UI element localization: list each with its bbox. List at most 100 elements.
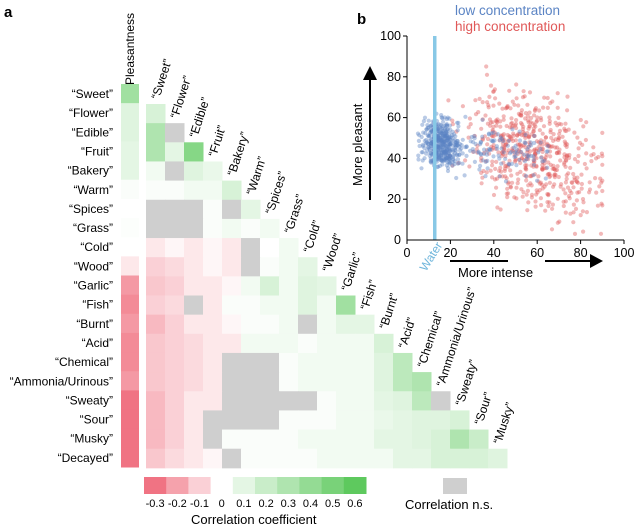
scatter-point [534,156,539,161]
scatter-point [584,151,589,156]
scatter-point [503,106,508,111]
scatter-point [428,133,433,138]
scatter-point [521,143,526,148]
scatter-point [562,126,567,131]
scatter-point [425,123,430,128]
scatter-point [517,113,523,118]
scatter-point [484,64,489,69]
scatter-point [565,94,570,99]
scatter-point [533,199,538,204]
scatter-point [435,134,440,139]
scatter-point [494,132,499,137]
scatter-point [454,175,459,181]
scatter-point [480,175,485,180]
matrix-cell [241,199,261,220]
scatter-point [551,163,556,168]
scatter-point [557,121,562,126]
scatter-point [529,132,534,137]
scatter-point [442,142,447,147]
scatter-point [518,169,523,174]
colorbar-tick: -0.2 [168,498,187,510]
scatter-point [553,145,558,150]
matrix-cell [165,199,185,220]
scatter-point [422,145,427,151]
matrix-cell [146,352,166,373]
matrix-cell [260,410,280,431]
column-label: “Warm” [244,155,270,197]
scatter-point [478,152,484,157]
matrix-cell [279,238,299,258]
scatter-point [436,121,441,127]
matrix-cell [184,276,204,296]
scatter-point [510,127,515,132]
scatter-point [491,154,496,159]
scatter-point [552,167,557,172]
scatter-point [469,135,474,140]
scatter-point [532,133,537,138]
scatter-point [442,156,447,161]
correlation-matrix [146,104,508,469]
scatter-point [523,135,528,140]
matrix-cell [317,429,337,450]
scatter-point [531,129,536,134]
matrix-cell [317,314,337,335]
scatter-point [532,152,537,157]
scatter-point [587,187,593,192]
matrix-cell [241,352,261,373]
scatter-point [435,145,441,150]
scatter-point [438,142,443,147]
scatter-point [540,165,545,171]
scatter-point [439,123,444,128]
scatter-point [600,188,605,194]
scatter-point [562,139,567,144]
scatter-point [491,192,497,198]
scatter-point [525,147,530,152]
scatter-point [480,136,485,141]
scatter-point [477,96,482,101]
ns-label: Correlation n.s. [405,497,493,512]
x-arrow-label: More intense [458,265,533,280]
scatter-point [565,185,571,190]
matrix-cell [355,429,375,450]
matrix-cell [241,333,261,354]
scatter-point [428,151,433,156]
scatter-point [564,154,570,159]
scatter-point [507,125,512,130]
matrix-cell [222,429,242,450]
matrix-cell [203,238,223,258]
scatter-point [521,129,526,135]
scatter-point [436,139,441,144]
scatter-point [570,180,575,185]
scatter-point [502,146,507,151]
scatter-point [547,144,552,149]
scatter-point [557,147,562,152]
scatter-point [479,181,484,186]
scatter-point [451,156,456,161]
column-label: “Spices” [263,170,290,216]
scatter-point [441,152,446,157]
matrix-cell [374,372,394,392]
scatter-point [495,120,500,125]
scatter-point [442,139,447,144]
scatter-point [476,150,481,155]
scatter-point [494,119,499,124]
scatter-point [498,165,503,170]
scatter-point [500,106,505,111]
scatter-point [543,176,548,181]
y-tick-label: 80 [387,70,401,84]
matrix-cell [298,314,318,335]
matrix-cell [222,314,242,335]
scatter-point [567,196,572,201]
matrix-cell [184,238,204,258]
scatter-point [444,156,449,161]
scatter-point [426,125,431,130]
scatter-point [515,133,520,138]
scatter-point [504,105,510,110]
scatter-point [545,200,550,205]
scatter-point [450,133,455,138]
scatter-point [485,136,491,142]
scatter-point [545,144,550,149]
scatter-point [488,120,493,125]
scatter-point [436,145,441,150]
scatter-point [531,160,536,166]
